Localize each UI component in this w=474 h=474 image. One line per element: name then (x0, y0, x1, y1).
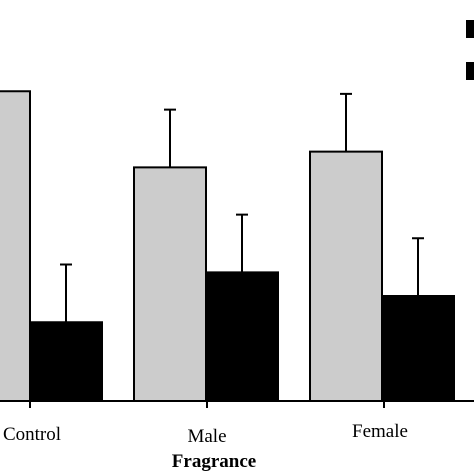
x-axis-title: Fragrance (172, 451, 256, 472)
legend-swatch-1 (466, 20, 474, 38)
bar-control-series-1 (0, 90, 31, 402)
error-bars-layer (60, 92, 424, 323)
x-ticks-layer (29, 401, 385, 408)
category-label-male: Male (187, 426, 226, 447)
legend-swatch-2 (466, 62, 474, 80)
bar-control-series-2 (29, 321, 103, 402)
category-label-control: Control (3, 424, 61, 445)
bar-male-series-2 (205, 271, 279, 402)
category-label-female: Female (352, 421, 408, 442)
category-labels-layer: Control Male Female (3, 421, 408, 447)
bar-male-series-1 (133, 166, 207, 402)
legend (466, 20, 474, 80)
bars-layer (0, 90, 455, 402)
bar-female-series-2 (381, 295, 455, 402)
bar-female-series-1 (309, 150, 383, 402)
